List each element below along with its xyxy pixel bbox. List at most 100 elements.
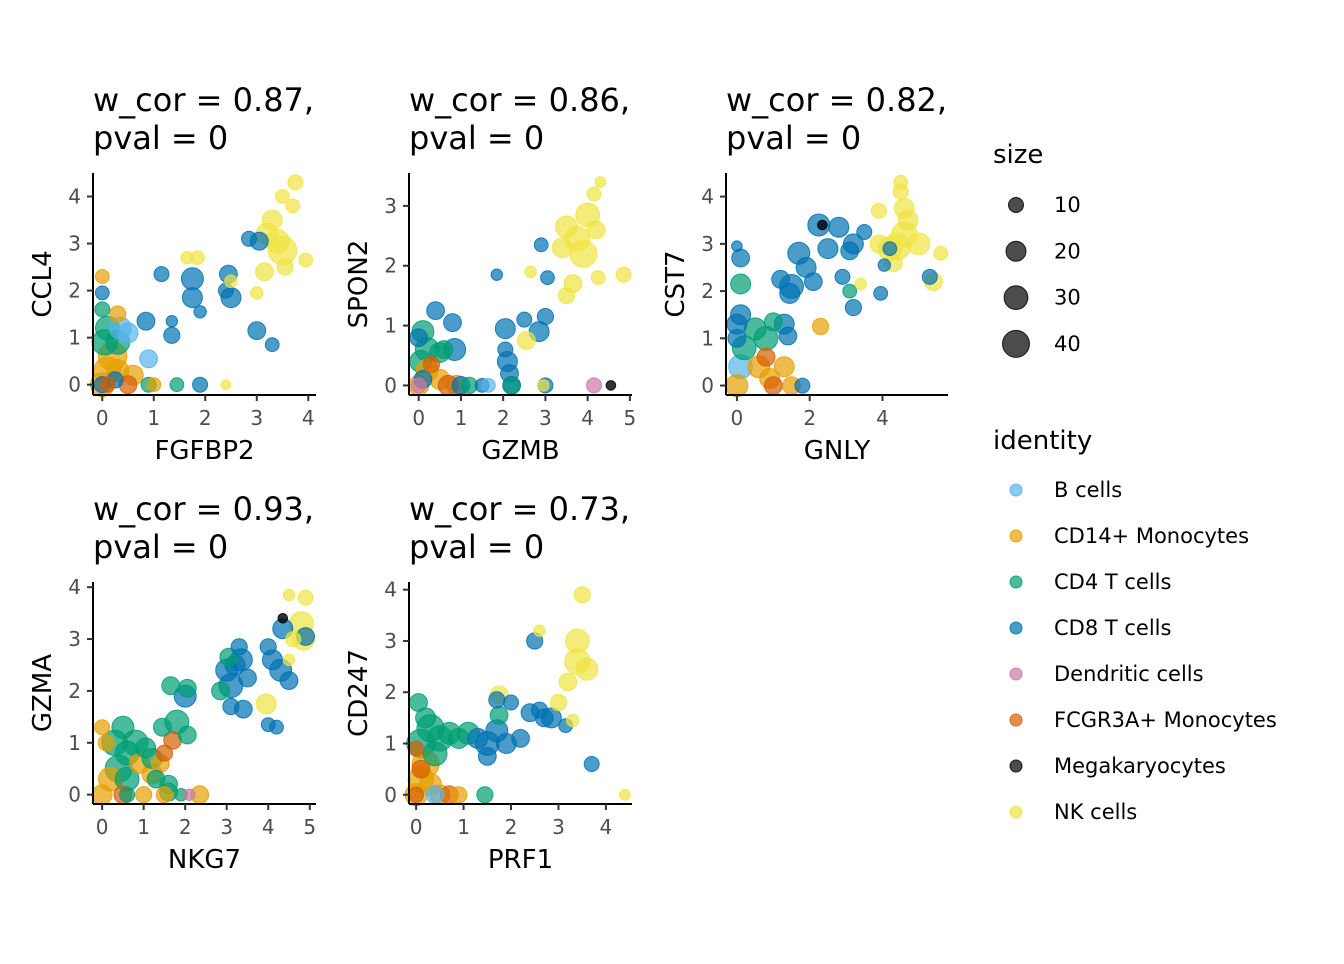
data-point [247, 321, 267, 341]
size-legend: size 10 20 30 40 [993, 140, 1081, 358]
data-point [583, 756, 600, 772]
data-point [489, 705, 509, 725]
x-tick-label: 2 [199, 406, 212, 430]
points-layer [725, 175, 949, 398]
data-point [803, 272, 823, 292]
data-point [517, 331, 536, 350]
x-tick-label: 0 [412, 406, 425, 430]
data-point [298, 252, 314, 268]
y-tick-label: 0 [68, 783, 81, 807]
panel-title-line-2: pval = 0 [409, 119, 544, 157]
data-point [91, 784, 113, 806]
data-point [573, 586, 591, 604]
points-layer [91, 588, 316, 806]
x-tick-label: 4 [876, 406, 889, 430]
data-point [842, 283, 858, 299]
data-point [238, 668, 257, 688]
data-point [817, 238, 839, 260]
data-point [177, 725, 197, 745]
x-axis-label: GNLY [804, 436, 871, 466]
data-point [844, 299, 863, 317]
data-point [497, 341, 514, 358]
y-axis-label: SPON2 [344, 240, 374, 329]
data-point [533, 237, 549, 253]
data-point [153, 717, 172, 737]
data-point [177, 678, 197, 698]
panel-title-line-2: pval = 0 [93, 119, 228, 157]
x-tick-label: 2 [803, 406, 816, 430]
data-point [135, 737, 157, 759]
data-point [731, 248, 750, 268]
x-tick-label: 0 [96, 815, 109, 839]
panel-title-line-1: w_cor = 0.93, [93, 490, 314, 528]
panel-title-line-1: w_cor = 0.86, [409, 81, 630, 119]
data-point [586, 220, 606, 240]
x-tick-label: 1 [137, 815, 150, 839]
data-point [763, 376, 783, 396]
data-point [537, 379, 550, 392]
x-tick-label: 3 [250, 406, 263, 430]
data-point [94, 301, 111, 318]
data-point [220, 379, 232, 391]
data-point [99, 376, 116, 393]
size-legend-key [1008, 197, 1024, 213]
x-tick-label: 1 [455, 406, 468, 430]
data-point [533, 624, 546, 637]
y-tick-label: 4 [68, 185, 81, 209]
panel-title-line-2: pval = 0 [409, 528, 544, 566]
panel-title-line-2: pval = 0 [93, 528, 228, 566]
data-point [503, 694, 519, 711]
data-point [516, 311, 533, 328]
data-point [282, 653, 296, 666]
data-point [873, 286, 889, 301]
x-tick-label: 0 [410, 815, 423, 839]
size-legend-label: 30 [1054, 286, 1081, 310]
data-point [586, 377, 602, 394]
data-point [111, 715, 135, 739]
data-point [285, 631, 302, 648]
data-point [119, 786, 136, 803]
y-tick-label: 0 [384, 373, 397, 397]
identity-legend-label: CD4 T cells [1054, 570, 1171, 594]
data-point [94, 269, 110, 284]
y-axis-label: CCL4 [28, 250, 58, 317]
identity-legend-label: B cells [1054, 478, 1122, 502]
data-point [222, 697, 240, 716]
identity-legend-key [1009, 713, 1023, 727]
data-point [146, 769, 166, 789]
data-point [165, 315, 179, 328]
data-point [536, 308, 555, 326]
data-point [425, 785, 445, 805]
identity-legend: identity B cells CD14+ Monocytes CD4 T cell… [993, 426, 1277, 824]
x-tick-label: 5 [624, 406, 637, 430]
data-point [410, 377, 427, 394]
y-tick-label: 1 [68, 326, 81, 350]
data-point [146, 377, 162, 393]
data-point [778, 326, 798, 346]
x-tick-label: 4 [262, 815, 275, 839]
x-tick-label: 4 [302, 406, 315, 430]
data-point [494, 318, 516, 340]
x-tick-label: 2 [505, 815, 518, 839]
panel-title: w_cor = 0.93, pval = 0 [93, 490, 314, 566]
data-point [594, 176, 607, 188]
y-tick-label: 3 [68, 232, 81, 256]
data-point [94, 285, 110, 301]
identity-legend-key [1009, 483, 1023, 497]
data-point [230, 638, 248, 656]
data-point [282, 588, 296, 602]
identity-legend-label: CD8 T cells [1054, 616, 1171, 640]
y-tick-label: 1 [701, 326, 714, 350]
data-point [565, 628, 590, 654]
x-tick-label: 3 [539, 406, 552, 430]
data-point [730, 304, 752, 326]
panel-title: w_cor = 0.73, pval = 0 [409, 490, 630, 566]
x-axis-label: FGFBP2 [154, 436, 254, 466]
data-point [192, 376, 209, 393]
x-tick-label: 2 [179, 815, 192, 839]
size-legend-key [1005, 240, 1027, 262]
data-point [276, 258, 294, 276]
data-point [605, 380, 617, 391]
